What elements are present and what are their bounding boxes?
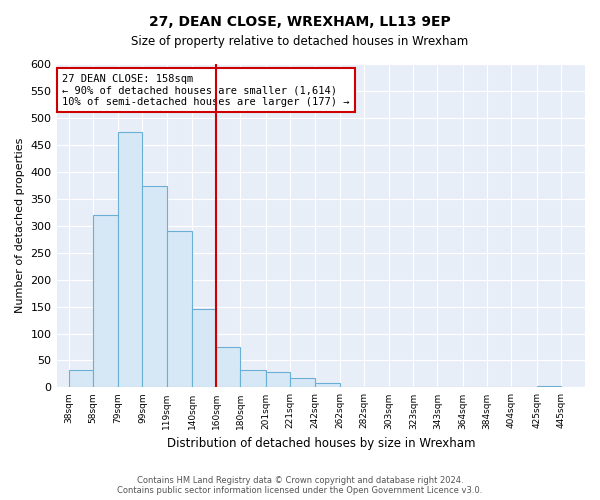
Bar <box>340 387 364 388</box>
Bar <box>536 386 561 388</box>
Y-axis label: Number of detached properties: Number of detached properties <box>15 138 25 314</box>
Bar <box>93 215 118 388</box>
Text: 27, DEAN CLOSE, WREXHAM, LL13 9EP: 27, DEAN CLOSE, WREXHAM, LL13 9EP <box>149 15 451 29</box>
Bar <box>68 370 93 388</box>
Bar <box>316 383 340 388</box>
Bar <box>290 378 316 388</box>
Text: 27 DEAN CLOSE: 158sqm
← 90% of detached houses are smaller (1,614)
10% of semi-d: 27 DEAN CLOSE: 158sqm ← 90% of detached … <box>62 74 349 107</box>
X-axis label: Distribution of detached houses by size in Wrexham: Distribution of detached houses by size … <box>167 437 475 450</box>
Bar <box>266 372 290 388</box>
Text: Contains HM Land Registry data © Crown copyright and database right 2024.
Contai: Contains HM Land Registry data © Crown c… <box>118 476 482 495</box>
Bar <box>216 347 241 388</box>
Text: Size of property relative to detached houses in Wrexham: Size of property relative to detached ho… <box>131 35 469 48</box>
Bar <box>192 310 216 388</box>
Bar <box>167 230 192 388</box>
Bar <box>241 370 266 388</box>
Bar <box>142 186 167 388</box>
Bar <box>118 132 142 388</box>
